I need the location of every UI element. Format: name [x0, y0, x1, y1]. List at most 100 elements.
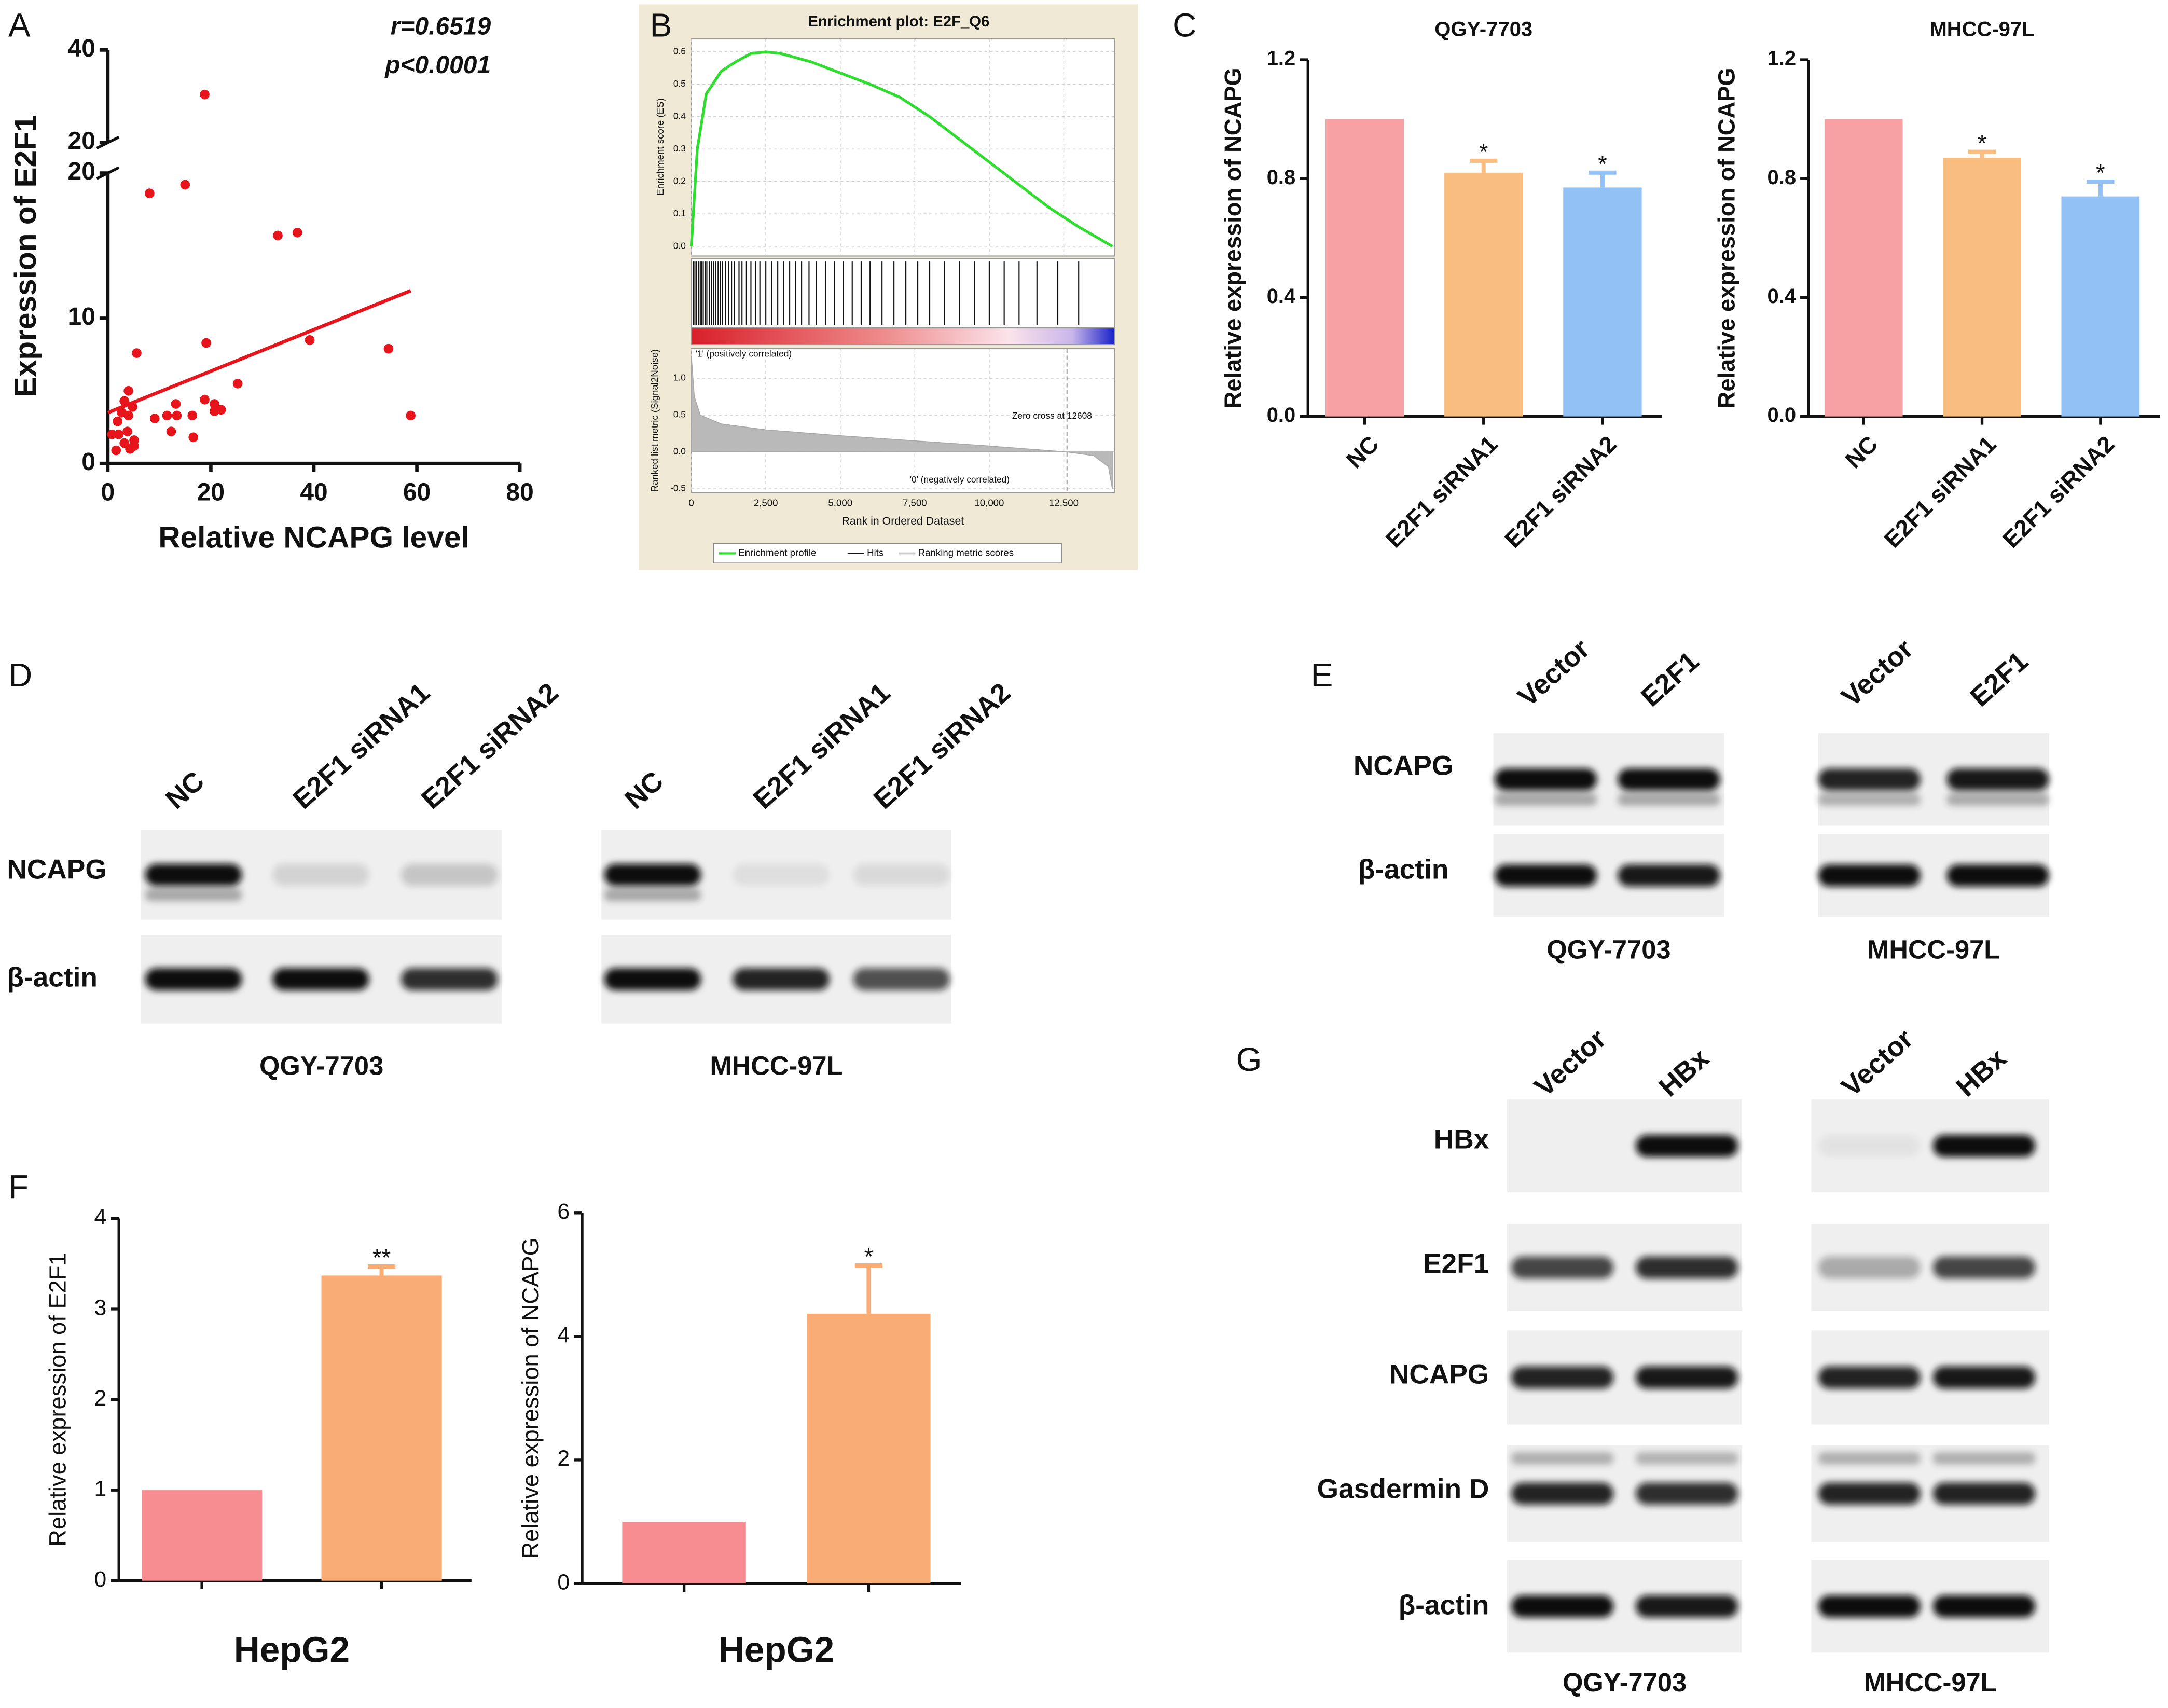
protein-label: β-actin: [7, 962, 98, 993]
bar: [1824, 119, 1903, 417]
bar: [2061, 196, 2140, 417]
y-axis-label: Relative expression of E2F1: [45, 1252, 71, 1547]
x-tick-label: 0: [688, 497, 694, 508]
panel-label: D: [8, 656, 32, 694]
y-tick-label: 0.4: [1267, 285, 1296, 308]
band: [853, 863, 950, 886]
band: [272, 863, 369, 886]
cell-line-label: QGY-7703: [259, 1051, 383, 1080]
x-tick-label: 40: [300, 479, 327, 506]
y-tick-label: 0.2: [673, 175, 686, 186]
protein-label: β-actin: [1358, 855, 1449, 885]
band: [1932, 1452, 2036, 1465]
lane-label: E2F1 siRNA1: [287, 677, 436, 815]
panel-label: E: [1311, 656, 1333, 694]
significance: **: [372, 1245, 391, 1271]
point: [305, 335, 315, 345]
point: [122, 426, 132, 437]
x-axis-label: HepG2: [719, 1630, 834, 1670]
band: [1635, 1366, 1738, 1389]
band: [401, 863, 498, 886]
band: [1618, 864, 1720, 887]
point: [162, 410, 172, 421]
band: [1818, 1366, 1921, 1389]
x-tick-label: 12,500: [1049, 497, 1079, 508]
rank-colorbar: [691, 327, 1115, 346]
y-axis-label: Ranked list metric (Signal2Noise): [649, 349, 660, 492]
es-curve: [689, 50, 1113, 248]
lane-label: HBx: [1951, 1043, 2012, 1103]
x-axis-label: Relative NCAPG level: [158, 520, 469, 554]
point: [180, 180, 190, 190]
y-tick-label: 0.8: [1267, 166, 1296, 189]
y-axis-label: Relative expression of NCAPG: [517, 1237, 544, 1559]
y-tick-label: 20: [68, 128, 95, 155]
y-tick-label: 0.8: [1767, 166, 1797, 189]
x-tick-label: 80: [506, 479, 533, 506]
significance: *: [1978, 130, 1987, 156]
lane-label: Vector: [1512, 633, 1596, 713]
band: [1818, 1482, 1921, 1505]
band: [272, 968, 369, 990]
protein-label: HBx: [1434, 1124, 1489, 1154]
x-tick-label: NC: [1840, 431, 1883, 473]
point: [129, 441, 139, 451]
plot-box: [691, 38, 1115, 257]
y-tick-label: 0.0: [673, 446, 686, 457]
band: [1818, 793, 1921, 806]
annotation: r=0.6519: [391, 12, 491, 40]
legend-label: Hits: [867, 547, 883, 558]
x-tick-label: 2,500: [754, 497, 778, 508]
y-tick-label: 2: [94, 1386, 107, 1411]
protein-label: E2F1: [1423, 1248, 1489, 1279]
bar: [1325, 119, 1404, 417]
x-tick-label: 20: [197, 479, 225, 506]
point: [123, 386, 133, 396]
band: [604, 863, 701, 886]
point: [123, 410, 133, 421]
bar: [142, 1490, 263, 1581]
cell-line-label: QGY-7703: [1563, 1668, 1687, 1697]
x-tick-label: E2F1 siRNA2: [1499, 431, 1621, 553]
y-tick-label: 0.1: [673, 208, 686, 218]
band: [733, 968, 830, 990]
point: [210, 406, 219, 416]
band: [1932, 1256, 2036, 1279]
x-tick-label: E2F1 siRNA2: [1997, 431, 2119, 553]
band: [1932, 1595, 2036, 1618]
band: [1495, 793, 1597, 806]
protein-label: NCAPG: [1354, 751, 1453, 781]
point: [107, 429, 117, 439]
protein-label: NCAPG: [7, 855, 106, 885]
point: [111, 445, 121, 456]
point: [128, 402, 137, 412]
band: [1818, 1256, 1921, 1279]
point: [406, 410, 416, 421]
point: [114, 429, 124, 439]
annotation: '0' (negatively correlated): [910, 474, 1010, 485]
band: [1932, 1366, 2036, 1389]
band: [1635, 1595, 1738, 1618]
y-tick-label: 1: [94, 1476, 107, 1501]
band: [1818, 768, 1921, 791]
point: [166, 426, 176, 437]
y-tick-label: 0.6: [673, 46, 686, 57]
annotation: '1' (positively correlated): [696, 348, 792, 359]
band: [604, 888, 701, 901]
panel-label: G: [1236, 1041, 1262, 1078]
panel-label: B: [650, 7, 672, 44]
bar: [1943, 158, 2021, 417]
point: [149, 414, 160, 423]
y-axis-label: Relative expression of NCAPG: [1220, 67, 1246, 408]
legend-label: Ranking metric scores: [918, 547, 1014, 558]
point: [171, 399, 181, 409]
chart-title: Enrichment plot: E2F_Q6: [808, 13, 989, 30]
x-tick-label: E2F1 siRNA1: [1879, 431, 2001, 553]
lane-label: E2F1: [1965, 646, 2034, 713]
band: [145, 863, 242, 886]
band: [1818, 1452, 1921, 1465]
band: [1818, 1595, 1921, 1618]
x-tick-label: 60: [403, 479, 431, 506]
panel-label: A: [8, 7, 31, 44]
band: [1511, 1256, 1614, 1279]
